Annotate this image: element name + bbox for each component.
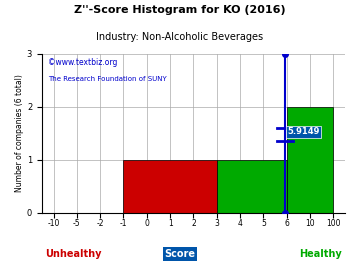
Text: Healthy: Healthy — [299, 249, 341, 259]
Text: Industry: Non-Alcoholic Beverages: Industry: Non-Alcoholic Beverages — [96, 32, 264, 42]
Text: 5.9149: 5.9149 — [287, 127, 319, 136]
Y-axis label: Number of companies (6 total): Number of companies (6 total) — [15, 74, 24, 192]
Text: Unhealthy: Unhealthy — [45, 249, 102, 259]
Bar — [123, 160, 217, 213]
Bar — [287, 107, 333, 213]
Text: Score: Score — [165, 249, 195, 259]
Text: ©www.textbiz.org: ©www.textbiz.org — [48, 58, 117, 68]
Text: The Research Foundation of SUNY: The Research Foundation of SUNY — [48, 76, 167, 82]
Text: Z''-Score Histogram for KO (2016): Z''-Score Histogram for KO (2016) — [74, 5, 286, 15]
Bar — [217, 160, 287, 213]
